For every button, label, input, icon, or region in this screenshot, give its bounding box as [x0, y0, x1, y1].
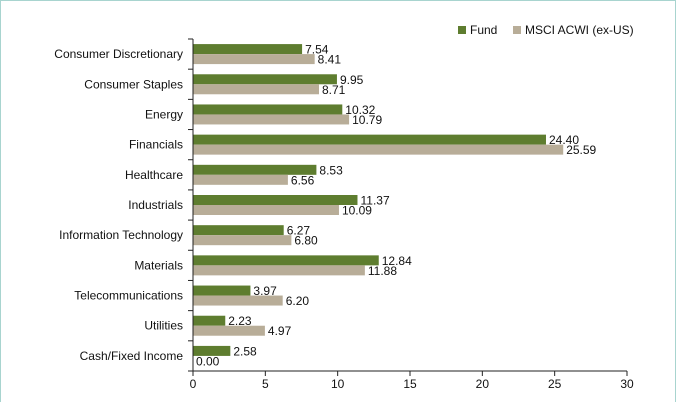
category-label: Consumer Discretionary [54, 47, 183, 61]
benchmark-value-label: 0.00 [196, 354, 220, 368]
fund-bar [193, 315, 226, 326]
legend-swatch-benchmark [513, 26, 521, 34]
category-label: Energy [145, 107, 183, 121]
benchmark-bar [193, 235, 292, 246]
fund-bar [193, 255, 379, 266]
fund-bar [193, 195, 358, 205]
fund-value-label: 24.40 [549, 133, 579, 147]
benchmark-bar [193, 295, 283, 306]
category-label: Utilities [144, 319, 183, 333]
fund-value-label: 6.27 [287, 224, 311, 238]
x-tick-label: 25 [548, 377, 562, 391]
benchmark-value-label: 25.59 [566, 143, 596, 157]
legend: Fund MSCI ACWI (ex-US) [458, 23, 634, 37]
benchmark-bar [193, 174, 288, 185]
fund-bar [193, 104, 343, 115]
fund-bar [193, 345, 231, 356]
fund-bar [193, 74, 337, 85]
fund-bar [193, 285, 251, 296]
benchmark-value-label: 10.09 [342, 204, 372, 218]
category-label: Financials [129, 138, 183, 152]
benchmark-value-label: 6.80 [294, 234, 318, 248]
fund-value-label: 2.58 [233, 344, 257, 358]
benchmark-bar [193, 144, 564, 155]
x-tick-label: 30 [620, 377, 634, 391]
category-label: Information Technology [59, 228, 183, 242]
fund-value-label: 9.95 [340, 73, 364, 87]
legend-swatch-fund [458, 26, 466, 34]
x-tick-label: 20 [476, 377, 490, 391]
axes-group: 0 5 10 15 20 25 30 [188, 38, 634, 391]
fund-value-label: 10.32 [345, 103, 375, 117]
x-tick-label: 0 [190, 377, 197, 391]
legend-label-benchmark: MSCI ACWI (ex-US) [525, 23, 634, 37]
category-label: Healthcare [125, 168, 183, 182]
x-tick-label: 5 [262, 377, 269, 391]
fund-value-label: 12.84 [382, 254, 412, 268]
benchmark-value-label: 11.88 [368, 264, 397, 278]
benchmark-value-label: 6.20 [286, 294, 310, 308]
benchmark-bar [193, 84, 320, 95]
benchmark-bar [193, 205, 339, 215]
x-tick-label: 10 [331, 377, 345, 391]
fund-bar [193, 164, 317, 175]
fund-bar [193, 225, 284, 236]
benchmark-value-label: 8.71 [322, 83, 346, 97]
legend-label-fund: Fund [470, 23, 497, 37]
benchmark-bar [193, 54, 315, 65]
benchmark-bar [193, 114, 350, 125]
benchmark-bar [193, 325, 265, 336]
category-label: Consumer Staples [84, 77, 183, 91]
category-label: Telecommunications [74, 289, 183, 303]
category-label: Industrials [128, 198, 183, 212]
benchmark-value-label: 6.56 [291, 173, 315, 187]
benchmark-value-label: 4.97 [268, 324, 292, 338]
benchmark-value-label: 8.41 [318, 53, 342, 67]
fund-value-label: 8.53 [319, 163, 343, 177]
fund-bar [193, 44, 303, 55]
category-label: Materials [134, 258, 183, 272]
benchmark-value-label: 10.79 [352, 113, 382, 127]
fund-bar [193, 134, 546, 145]
category-label: Cash/Fixed Income [80, 349, 184, 363]
fund-value-label: 11.37 [360, 194, 389, 208]
benchmark-bar [193, 265, 365, 276]
x-tick-label: 15 [403, 377, 417, 391]
fund-value-label: 7.54 [305, 43, 329, 57]
category-labels-group: Consumer Discretionary Consumer Staples En… [54, 47, 183, 363]
fund-value-label: 2.23 [228, 314, 252, 328]
fund-value-label: 3.97 [253, 284, 277, 298]
